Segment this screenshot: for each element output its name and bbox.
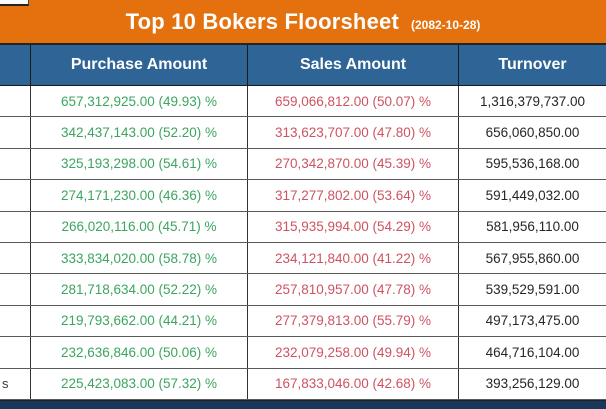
broker-name-cell: s (2, 376, 9, 392)
corner-notch (0, 0, 29, 6)
table-row: 219,793,662.00 (44.21) % 277,379,813.00 … (0, 305, 606, 338)
turnover-cell: 393,256,129.00 (458, 368, 606, 399)
turnover-cell: 464,716,104.00 (458, 337, 606, 368)
broker-name-cell (0, 86, 30, 116)
purchase-amount-cell: 657,312,925.00 (49.93) % (30, 86, 247, 117)
broker-name-cell (0, 212, 30, 242)
purchase-amount-cell: 219,793,662.00 (44.21) % (30, 305, 247, 337)
title-date: (2082-10-28) (410, 17, 481, 32)
table-row: 232,636,846.00 (50.06) % 232,079,258.00 … (0, 337, 606, 369)
purchase-amount-cell: 232,636,846.00 (50.06) % (30, 337, 247, 368)
page-title: Top 10 Bokers Floorsheet (125, 8, 399, 34)
sales-amount-cell: 270,342,870.00 (45.39) % (247, 148, 458, 180)
turnover-cell: 591,449,032.00 (458, 180, 606, 211)
purchase-amount-cell: 281,718,634.00 (52.22) % (30, 274, 247, 305)
table-row: 657,312,925.00 (49.93) % 659,066,812.00 … (0, 86, 606, 118)
broker-name-cell (0, 149, 30, 179)
turnover-cell: 595,536,168.00 (458, 148, 606, 180)
header-turnover: Turnover (458, 45, 606, 85)
broker-name-cell (0, 243, 30, 273)
sales-amount-cell: 659,066,812.00 (50.07) % (247, 86, 458, 117)
table-row: 266,020,116.00 (45.71) % 315,935,994.00 … (0, 211, 606, 243)
turnover-cell: 539,529,591.00 (458, 274, 606, 305)
broker-name-cell (0, 337, 30, 367)
purchase-amount-cell: 266,020,116.00 (45.71) % (30, 211, 247, 242)
broker-name-cell (0, 180, 30, 210)
next-row-cutoff-bar (0, 399, 606, 409)
sales-amount-cell: 234,121,840.00 (41.22) % (247, 242, 458, 274)
title-bar: Top 10 Bokers Floorsheet (2082-10-28) (0, 0, 606, 45)
table-body: 657,312,925.00 (49.93) % 659,066,812.00 … (0, 86, 606, 400)
table-row: 342,437,143.00 (52.20) % 313,623,707.00 … (0, 117, 606, 149)
table-row: s 225,423,083.00 (57.32) % 167,833,046.0… (0, 368, 606, 400)
sales-amount-cell: 232,079,258.00 (49.94) % (247, 337, 458, 368)
sales-amount-cell: 317,277,802.00 (53.64) % (247, 180, 458, 211)
turnover-cell: 567,955,860.00 (458, 242, 606, 274)
sales-amount-cell: 167,833,046.00 (42.68) % (247, 368, 458, 399)
table-row: 281,718,634.00 (52.22) % 257,810,957.00 … (0, 274, 606, 306)
table-row: 274,171,230.00 (46.36) % 317,277,802.00 … (0, 180, 606, 212)
turnover-cell: 1,316,379,737.00 (458, 86, 606, 117)
purchase-amount-cell: 225,423,083.00 (57.32) % (30, 368, 247, 399)
sales-amount-cell: 257,810,957.00 (47.78) % (247, 274, 458, 305)
turnover-cell: 656,060,850.00 (458, 117, 606, 148)
sales-amount-cell: 315,935,994.00 (54.29) % (247, 211, 458, 242)
purchase-amount-cell: 325,193,298.00 (54.61) % (30, 148, 247, 180)
table-header-row: Purchase Amount Sales Amount Turnover (0, 45, 606, 86)
table-row: 333,834,020.00 (58.78) % 234,121,840.00 … (0, 242, 606, 275)
purchase-amount-cell: 333,834,020.00 (58.78) % (30, 242, 247, 274)
header-purchase-amount: Purchase Amount (30, 45, 247, 85)
turnover-cell: 497,173,475.00 (458, 305, 606, 337)
broker-name-cell (0, 117, 30, 147)
sales-amount-cell: 313,623,707.00 (47.80) % (247, 117, 458, 148)
purchase-amount-cell: 274,171,230.00 (46.36) % (30, 180, 247, 211)
purchase-amount-cell: 342,437,143.00 (52.20) % (30, 117, 247, 148)
header-sales-amount: Sales Amount (247, 45, 458, 85)
sales-amount-cell: 277,379,813.00 (55.79) % (247, 305, 458, 337)
header-broker-column (0, 45, 30, 85)
table-row: 325,193,298.00 (54.61) % 270,342,870.00 … (0, 148, 606, 181)
broker-name-cell (0, 306, 30, 336)
broker-name-cell (0, 274, 30, 304)
turnover-cell: 581,956,110.00 (458, 211, 606, 242)
